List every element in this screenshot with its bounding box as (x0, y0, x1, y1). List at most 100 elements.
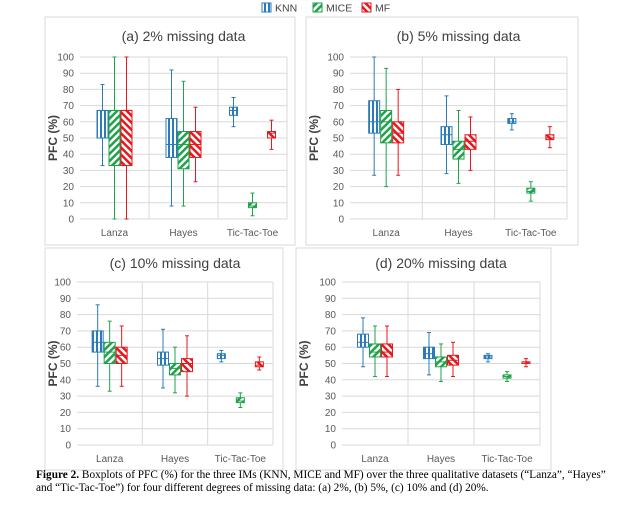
box (464, 134, 477, 150)
y-tick-label: 0 (330, 441, 336, 452)
box-knn-hayes (440, 95, 453, 175)
caption-label: Figure 2. (36, 469, 80, 481)
y-tick-label: 90 (333, 69, 345, 80)
legend-label-mice: MICE (326, 3, 352, 15)
y-tick-label: 20 (63, 182, 75, 193)
y-axis-label: PFC (%) (307, 115, 321, 161)
box (526, 187, 536, 194)
y-tick-label: 60 (333, 117, 345, 128)
y-tick-label: 90 (60, 294, 72, 305)
box (369, 343, 381, 358)
y-tick-label: 50 (63, 134, 75, 145)
box-mf-lanza (381, 325, 393, 378)
y-tick-label: 40 (63, 150, 75, 161)
caption-text: Boxplots of PFC (%) for the three IMs (K… (36, 469, 606, 494)
box-knn-lanza (91, 304, 104, 387)
x-tick-label: Tic-Tac-Toe (505, 228, 557, 239)
y-tick-label: 80 (60, 310, 72, 321)
x-tick-label: Lanza (96, 454, 124, 465)
box (169, 363, 181, 376)
box-mf-tic-tac-toe (267, 119, 276, 150)
y-axis-label: PFC (%) (46, 115, 60, 161)
box (108, 109, 121, 167)
y-tick-label: 90 (325, 294, 337, 305)
y-tick-label: 30 (333, 166, 345, 177)
y-tick-label: 40 (333, 150, 345, 161)
box (545, 134, 555, 141)
legend: KNN MICE MF (261, 2, 390, 15)
box (267, 131, 276, 139)
panel-c: (c) 10% missing data 0 10 20 30 40 50 60 70 80 90 1… (44, 247, 284, 471)
legend-label-mf: MF (375, 3, 390, 15)
y-tick-label: 100 (327, 53, 344, 64)
panel-title: (d) 20% missing data (375, 255, 507, 271)
y-tick-label: 20 (333, 182, 345, 193)
y-tick-label: 60 (325, 343, 337, 354)
y-tick-label: 60 (60, 343, 72, 354)
box-mf-hayes (181, 335, 193, 397)
box-mf-tic-tac-toe (254, 356, 264, 371)
x-tick-label: Tic-Tac-Toe (481, 454, 533, 465)
y-axis-label: PFC (%) (46, 341, 60, 387)
box-knn-tic-tac-toe (507, 113, 517, 131)
box-knn-tic-tac-toe (216, 349, 226, 363)
figure-caption: Figure 2. Boxplots of PFC (%) for the th… (36, 469, 621, 495)
y-tick-label: 70 (63, 101, 75, 112)
y-tick-label: 50 (325, 359, 337, 370)
x-tick-label: Tic-Tac-Toe (227, 228, 279, 239)
box (423, 346, 435, 360)
box (165, 118, 178, 158)
y-tick-label: 100 (57, 53, 74, 64)
box-mice-hayes (177, 80, 190, 207)
y-tick-label: 60 (63, 117, 75, 128)
x-tick-label: Hayes (169, 228, 197, 239)
box (103, 341, 116, 364)
box (181, 358, 193, 373)
y-tick-label: 100 (319, 278, 336, 289)
box (381, 343, 393, 358)
y-tick-label: 70 (333, 101, 345, 112)
panel-title: (b) 5% missing data (397, 28, 521, 44)
box-mf-hayes (464, 116, 477, 171)
box-knn-tic-tac-toe (483, 353, 493, 363)
box-mice-tic-tac-toe (502, 371, 512, 382)
box (248, 202, 257, 209)
box-knn-hayes (157, 328, 169, 389)
box-mice-lanza (369, 325, 381, 378)
box-mice-hayes (435, 343, 447, 382)
box-mice-hayes (169, 346, 181, 394)
legend-label-knn: KNN (275, 3, 297, 15)
y-tick-label: 0 (338, 215, 344, 226)
box-knn-tic-tac-toe (229, 97, 238, 128)
box-mice-lanza (103, 320, 116, 392)
y-tick-label: 70 (60, 326, 72, 337)
x-tick-label: Hayes (427, 454, 455, 465)
y-tick-label: 50 (60, 359, 72, 370)
box (235, 397, 245, 404)
box-mf-hayes (189, 106, 202, 183)
panel-a: (a) 2% missing data 0 10 20 30 40 50 60 70 80 90 10… (44, 16, 296, 246)
legend-swatch-mice (312, 2, 323, 13)
x-tick-label: Lanza (373, 228, 401, 239)
x-tick-label: Lanza (361, 454, 389, 465)
box (357, 333, 369, 348)
y-tick-label: 10 (63, 198, 75, 209)
box-mice-tic-tac-toe (235, 392, 245, 409)
legend-swatch-knn (261, 2, 272, 13)
box-mf-lanza (392, 88, 405, 176)
box-mf-tic-tac-toe (545, 126, 555, 149)
box (216, 353, 226, 360)
box-mice-tic-tac-toe (248, 192, 257, 217)
box-mice-tic-tac-toe (526, 181, 536, 202)
y-tick-label: 40 (325, 375, 337, 386)
box (452, 140, 465, 160)
box-mf-lanza (115, 325, 128, 387)
box-knn-hayes (423, 332, 435, 376)
x-tick-label: Tic-Tac-Toe (215, 454, 267, 465)
box (380, 109, 393, 144)
box (120, 109, 133, 167)
box (229, 106, 238, 116)
box-mice-hayes (452, 109, 465, 184)
x-tick-label: Hayes (161, 454, 189, 465)
